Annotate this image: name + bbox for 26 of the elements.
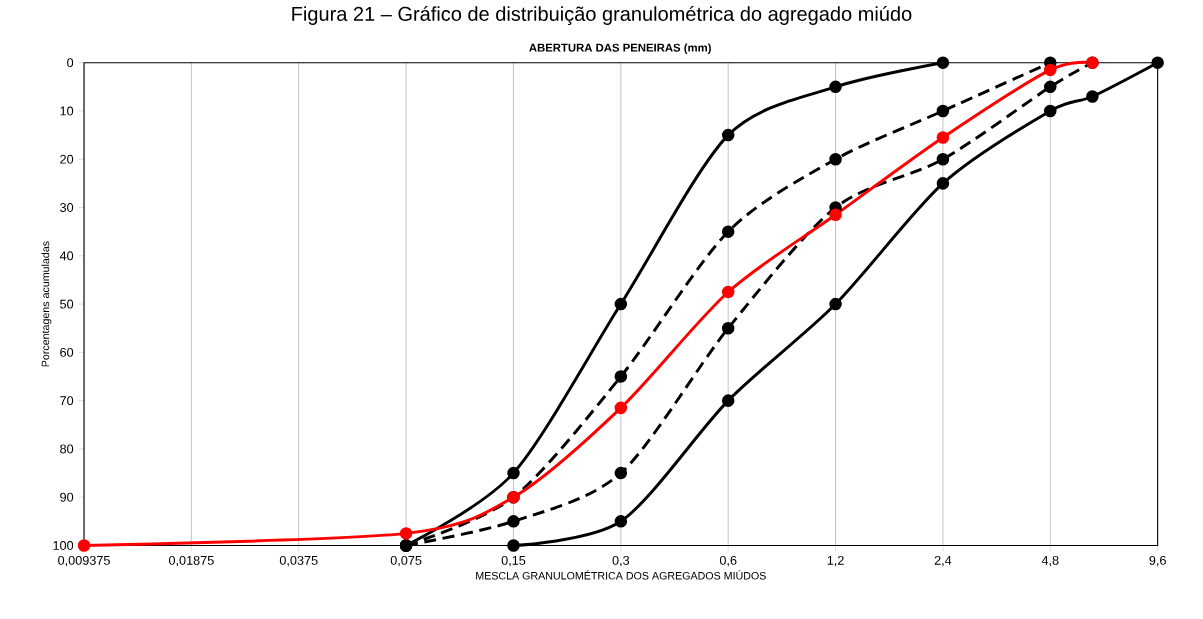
y-tick-label: 90 <box>60 492 74 502</box>
y-tick-label: 40 <box>59 251 74 261</box>
y-tick-label: 0 <box>67 58 74 68</box>
x-tick-label: 9,6 <box>1149 555 1166 567</box>
x-tick-label: 4,8 <box>1041 555 1059 567</box>
x-tick-label: 1,2 <box>827 555 844 567</box>
y-tick-label: 20 <box>60 154 74 164</box>
x-tick-label: 0,0375 <box>279 555 318 567</box>
x-tick-label: 0,3 <box>612 555 630 567</box>
x-tick-label: 0,15 <box>501 555 526 567</box>
x-tick-label: 0,6 <box>719 555 737 567</box>
x-tick-label: 0,075 <box>390 555 422 567</box>
chart-subtitle: ABERTURA DAS PENEIRAS (mm) <box>529 43 711 55</box>
y-axis-title: Porcentagens acumuladas <box>41 241 52 367</box>
x-tick-label: 0,01875 <box>168 555 214 567</box>
y-tick-label: 50 <box>60 299 74 309</box>
x-axis-title: MESCLA GRANULOMÉTRICA DOS AGREGADOS MIÚDOS <box>476 570 766 580</box>
y-tick-label: 60 <box>60 347 74 357</box>
y-tick-label: 100 <box>53 541 74 551</box>
x-tick-label: 0,009375 <box>58 555 110 567</box>
y-tick-label: 30 <box>60 203 74 213</box>
y-tick-label: 80 <box>60 444 74 454</box>
y-tick-label: 70 <box>60 396 74 406</box>
chart-title: Figura 21 – Gráfico de distribuição granulométrica do agregado miúdo <box>292 6 912 26</box>
x-tick-label: 2,4 <box>934 555 952 567</box>
y-tick-label: 10 <box>60 106 74 116</box>
